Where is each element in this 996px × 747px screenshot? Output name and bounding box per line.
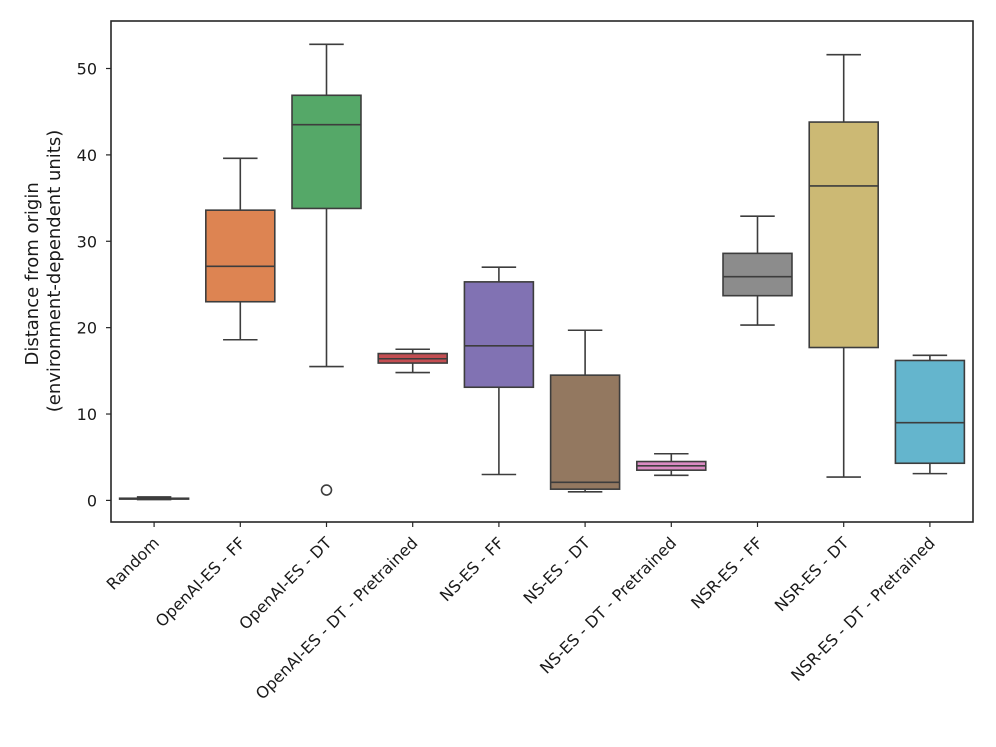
plot-area-frame [110, 20, 974, 523]
box-iqr [722, 252, 793, 297]
y-tick-label: 30 [77, 232, 97, 251]
box-group [118, 496, 190, 501]
box-group [205, 157, 276, 341]
box-iqr [205, 209, 276, 303]
y-tick-label: 0 [87, 491, 97, 510]
y-axis-title: Distance from origin (environment-depend… [22, 130, 65, 413]
box-iqr [549, 374, 621, 490]
box-group [377, 348, 448, 374]
y-tick-label: 50 [77, 60, 97, 79]
box-group [808, 53, 879, 478]
box-iqr [463, 281, 535, 389]
box-iqr [808, 121, 879, 349]
box-group [463, 266, 535, 476]
box-iqr [894, 359, 966, 465]
box-group [549, 329, 621, 493]
outlier-point [320, 484, 333, 496]
box-group [894, 354, 966, 475]
y-axis-title-line-2: (environment-dependent units) [44, 130, 65, 413]
boxes-layer [118, 43, 966, 501]
box-group [291, 43, 362, 496]
y-axis-ticks: 0 10 20 30 40 50 [77, 60, 111, 510]
box-group [636, 452, 707, 477]
y-tick-label: 20 [77, 319, 97, 338]
box-iqr [291, 94, 362, 210]
y-tick-label: 10 [77, 405, 97, 424]
box-group [722, 215, 793, 326]
y-tick-label: 40 [77, 146, 97, 165]
y-axis-title-line-1: Distance from origin [22, 182, 43, 365]
